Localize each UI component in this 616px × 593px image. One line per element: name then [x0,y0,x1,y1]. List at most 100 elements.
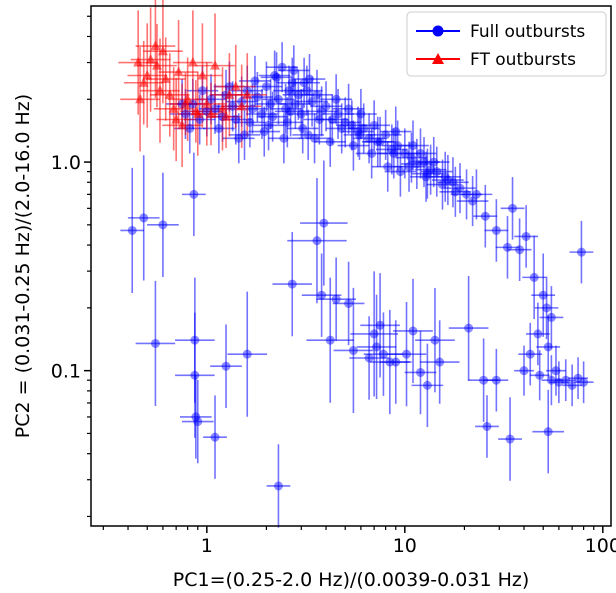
data-point-full [415,148,425,158]
data-point-full [325,335,335,345]
data-point-full [193,417,203,427]
data-point-full [139,213,149,223]
data-point-full [317,106,327,116]
data-point-full [543,427,553,437]
data-point-full [450,187,460,197]
data-point-full [389,148,399,158]
data-point-full [412,159,422,169]
data-point-full [264,120,274,130]
data-point-full [290,99,300,109]
data-point-full [538,290,548,300]
data-point-full [150,338,160,348]
data-point-full [325,137,335,147]
data-point-full [455,183,465,193]
data-point-full [321,101,331,111]
data-point-full [415,367,425,377]
data-point-full [402,349,412,359]
data-point-full [348,345,358,355]
data-point-full [359,123,369,133]
data-point-full [373,137,383,147]
data-point-full [273,94,283,104]
data-point-full [317,290,327,300]
data-point-full [551,366,561,376]
data-point-full [479,375,489,385]
data-point-full [158,220,168,230]
data-point-full [464,323,474,333]
data-point-ft [187,57,198,67]
data-point-ft [224,89,235,99]
x-tick-label: 10 [393,535,417,557]
legend-marker-full [432,25,444,37]
data-point-full [502,242,512,252]
data-point-full [190,370,200,380]
data-point-full [369,329,379,339]
y-tick-label: 1.0 [51,152,81,174]
y-tick-label: 0.1 [51,361,81,383]
data-point-ft [197,70,208,80]
data-point-full [443,175,453,185]
data-point-full [210,104,220,114]
data-point-full [281,104,291,114]
data-point-full [348,141,358,151]
data-point-full [310,133,320,143]
data-point-ft [206,108,217,118]
data-point-full [422,169,432,179]
data-point-ft [242,89,253,99]
data-point-full [273,481,283,491]
data-point-full [573,373,583,383]
data-point-full [287,279,297,289]
data-point-full [272,72,282,82]
data-point-full [289,65,299,75]
data-point-full [189,189,199,199]
data-point-full [395,167,405,177]
data-point-full [307,97,317,107]
data-point-full [422,380,432,390]
data-point-full [312,90,322,100]
data-point-full [542,303,552,313]
data-point-ft [173,66,184,77]
x-axis-label: PC1=(0.25-2.0 Hz)/(0.0039-0.031 Hz) [173,569,530,591]
data-point-full [408,326,418,336]
data-point-full [462,189,472,199]
data-point-full [224,82,234,92]
data-point-full [284,86,294,96]
data-point-full [429,157,439,167]
markers-layer [127,40,589,491]
x-tick-label: 1 [201,535,213,557]
data-point-full [302,86,312,96]
data-point-ft [168,103,179,113]
data-point-full [314,114,324,124]
data-point-ft [180,98,191,108]
data-point-full [521,231,531,241]
data-point-full [515,245,525,255]
data-point-full [240,130,250,140]
data-point-ft [145,54,156,64]
data-point-full [185,123,195,133]
plot-frame [90,5,612,527]
data-point-full [430,335,440,345]
data-point-full [491,375,501,385]
data-point-full [437,180,447,190]
data-point-full [468,196,478,206]
data-point-full [364,353,374,363]
data-point-full [252,92,262,102]
data-point-full [400,148,410,158]
data-point-ft [236,100,247,111]
data-point-full [231,114,241,124]
data-point-ft [164,89,175,99]
data-point-full [259,127,269,137]
data-point-full [387,144,397,154]
data-point-full [247,104,257,114]
data-point-full [303,130,313,140]
data-point-full [391,127,401,137]
data-point-full [287,78,297,88]
data-point-full [421,172,431,182]
x-tick-label: 100 [585,535,616,557]
data-point-full [282,117,292,127]
data-point-full [266,99,276,109]
data-point-full [471,189,481,199]
data-point-full [234,133,244,143]
data-point-ft [150,40,161,51]
data-point-ft [142,70,153,80]
data-point-full [546,312,556,322]
